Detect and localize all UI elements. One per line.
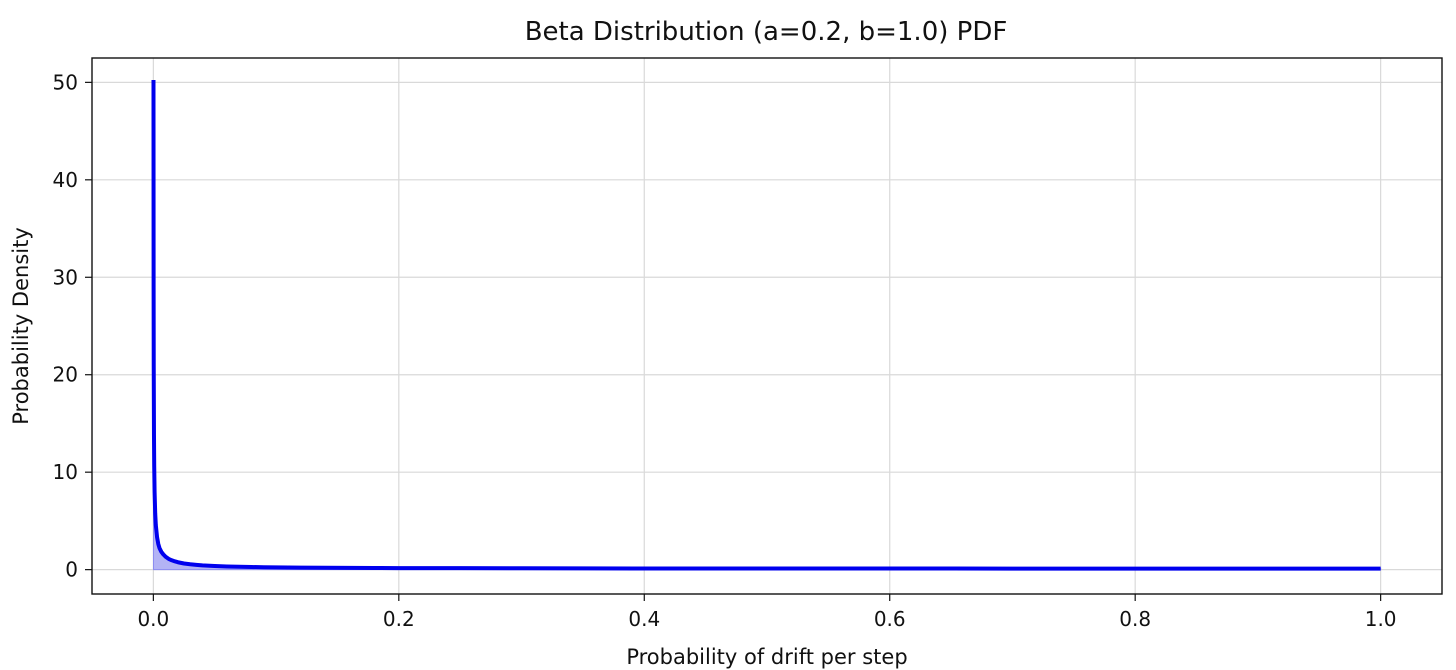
x-tick-label: 0.4	[628, 607, 660, 631]
y-axis-ticks: 0 10 20 30 40 50	[53, 70, 92, 582]
y-tick-label: 40	[53, 168, 78, 192]
x-tick-label: 0.8	[1119, 607, 1151, 631]
y-tick-label: 30	[53, 265, 78, 289]
y-tick-label: 50	[53, 70, 78, 94]
x-tick-label: 0.0	[137, 607, 169, 631]
x-axis-ticks: 0.0 0.2 0.4 0.6 0.8 1.0	[137, 594, 1397, 631]
pdf-area-fill	[152, 80, 1382, 571]
x-axis-label: Probability of drift per step	[626, 645, 907, 669]
chart-title: Beta Distribution (a=0.2, b=1.0) PDF	[525, 17, 1008, 47]
plot-frame	[91, 57, 1443, 595]
y-tick-label: 10	[53, 460, 78, 484]
x-tick-label: 1.0	[1365, 607, 1397, 631]
y-axis-label: Probability Density	[9, 227, 33, 425]
pdf-line-layer	[151, 80, 1381, 571]
grid-lines	[92, 58, 1442, 594]
x-tick-label: 0.6	[874, 607, 906, 631]
pdf-area-layer	[152, 80, 1382, 571]
y-tick-label: 0	[65, 558, 78, 582]
pdf-line	[151, 80, 1381, 571]
x-tick-label: 0.2	[383, 607, 415, 631]
y-tick-label: 20	[53, 363, 78, 387]
